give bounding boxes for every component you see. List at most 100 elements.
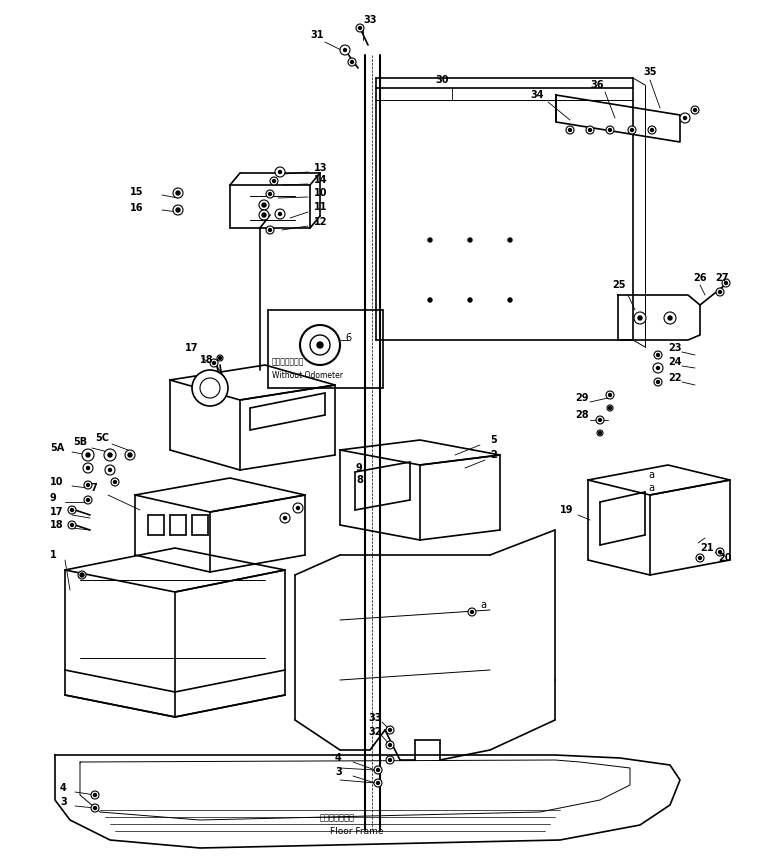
Circle shape: [609, 128, 611, 132]
Circle shape: [606, 126, 614, 134]
Circle shape: [719, 550, 722, 554]
Circle shape: [374, 766, 382, 774]
Circle shape: [266, 226, 274, 234]
Circle shape: [108, 469, 111, 471]
Circle shape: [114, 481, 117, 483]
Circle shape: [719, 291, 722, 293]
Circle shape: [566, 126, 574, 134]
Circle shape: [84, 481, 92, 489]
Circle shape: [508, 238, 512, 242]
Text: 33: 33: [368, 713, 382, 723]
Circle shape: [94, 807, 97, 809]
Circle shape: [648, 126, 656, 134]
Circle shape: [283, 517, 287, 519]
Circle shape: [630, 128, 633, 132]
Circle shape: [609, 394, 611, 396]
Circle shape: [259, 210, 269, 220]
Text: 10: 10: [50, 477, 63, 487]
Text: 8: 8: [356, 475, 363, 485]
Circle shape: [273, 180, 276, 182]
Circle shape: [268, 193, 271, 195]
Circle shape: [262, 213, 266, 217]
Circle shape: [468, 608, 476, 616]
Circle shape: [657, 380, 659, 384]
Text: 17: 17: [50, 507, 63, 517]
Text: 18: 18: [200, 355, 213, 365]
Text: 9: 9: [355, 463, 362, 473]
Circle shape: [389, 744, 392, 746]
Text: 5: 5: [490, 435, 497, 445]
Circle shape: [293, 503, 303, 513]
Circle shape: [696, 554, 704, 562]
Circle shape: [428, 238, 432, 242]
Text: Floor Frame: Floor Frame: [330, 827, 383, 837]
Circle shape: [389, 759, 392, 761]
Circle shape: [376, 769, 379, 771]
Circle shape: [657, 366, 659, 370]
Text: 31: 31: [310, 30, 324, 40]
Circle shape: [386, 756, 394, 764]
Circle shape: [94, 794, 97, 796]
Circle shape: [317, 342, 323, 348]
Circle shape: [86, 453, 90, 457]
Circle shape: [386, 726, 394, 734]
Circle shape: [389, 728, 392, 732]
Text: 7: 7: [90, 483, 97, 493]
Circle shape: [82, 449, 94, 461]
Text: オドメータなし: オドメータなし: [272, 358, 304, 366]
Text: 5C: 5C: [95, 433, 109, 443]
Circle shape: [725, 281, 728, 285]
Circle shape: [83, 463, 93, 473]
Circle shape: [597, 430, 603, 436]
Text: 18: 18: [50, 520, 63, 530]
Text: 6: 6: [345, 333, 351, 343]
Circle shape: [278, 212, 281, 216]
Text: 14: 14: [314, 175, 328, 185]
Circle shape: [340, 45, 350, 55]
Circle shape: [219, 357, 222, 359]
Text: 13: 13: [314, 163, 328, 173]
Circle shape: [87, 466, 89, 470]
Text: 10: 10: [314, 188, 328, 198]
Circle shape: [71, 524, 73, 526]
Text: 22: 22: [668, 373, 681, 383]
Circle shape: [87, 483, 89, 487]
Circle shape: [598, 432, 601, 434]
Text: 28: 28: [575, 410, 588, 420]
Text: 17: 17: [185, 343, 198, 353]
Circle shape: [84, 496, 92, 504]
Circle shape: [210, 359, 218, 367]
Circle shape: [684, 116, 687, 120]
Circle shape: [468, 298, 472, 302]
Text: 34: 34: [530, 90, 543, 100]
Text: 2: 2: [490, 450, 497, 460]
Circle shape: [568, 128, 572, 132]
Text: 3: 3: [60, 797, 67, 807]
Circle shape: [638, 316, 642, 320]
Circle shape: [351, 60, 354, 64]
Text: 3: 3: [335, 767, 341, 777]
Text: a: a: [648, 483, 654, 493]
Circle shape: [468, 238, 472, 242]
Circle shape: [668, 316, 672, 320]
Text: 30: 30: [435, 75, 449, 85]
Circle shape: [588, 128, 591, 132]
Circle shape: [259, 200, 269, 210]
Circle shape: [262, 203, 266, 207]
Circle shape: [654, 378, 662, 386]
Circle shape: [275, 209, 285, 219]
Circle shape: [680, 113, 690, 123]
Text: 33: 33: [363, 15, 376, 25]
Circle shape: [87, 499, 89, 501]
Circle shape: [91, 791, 99, 799]
Text: 23: 23: [668, 343, 681, 353]
Text: 20: 20: [718, 553, 732, 563]
Text: a: a: [648, 470, 654, 480]
Text: 21: 21: [700, 543, 713, 553]
Circle shape: [609, 407, 611, 409]
Circle shape: [374, 779, 382, 787]
Text: 11: 11: [314, 202, 328, 212]
Text: 26: 26: [693, 273, 706, 283]
Circle shape: [213, 361, 216, 365]
Circle shape: [654, 351, 662, 359]
